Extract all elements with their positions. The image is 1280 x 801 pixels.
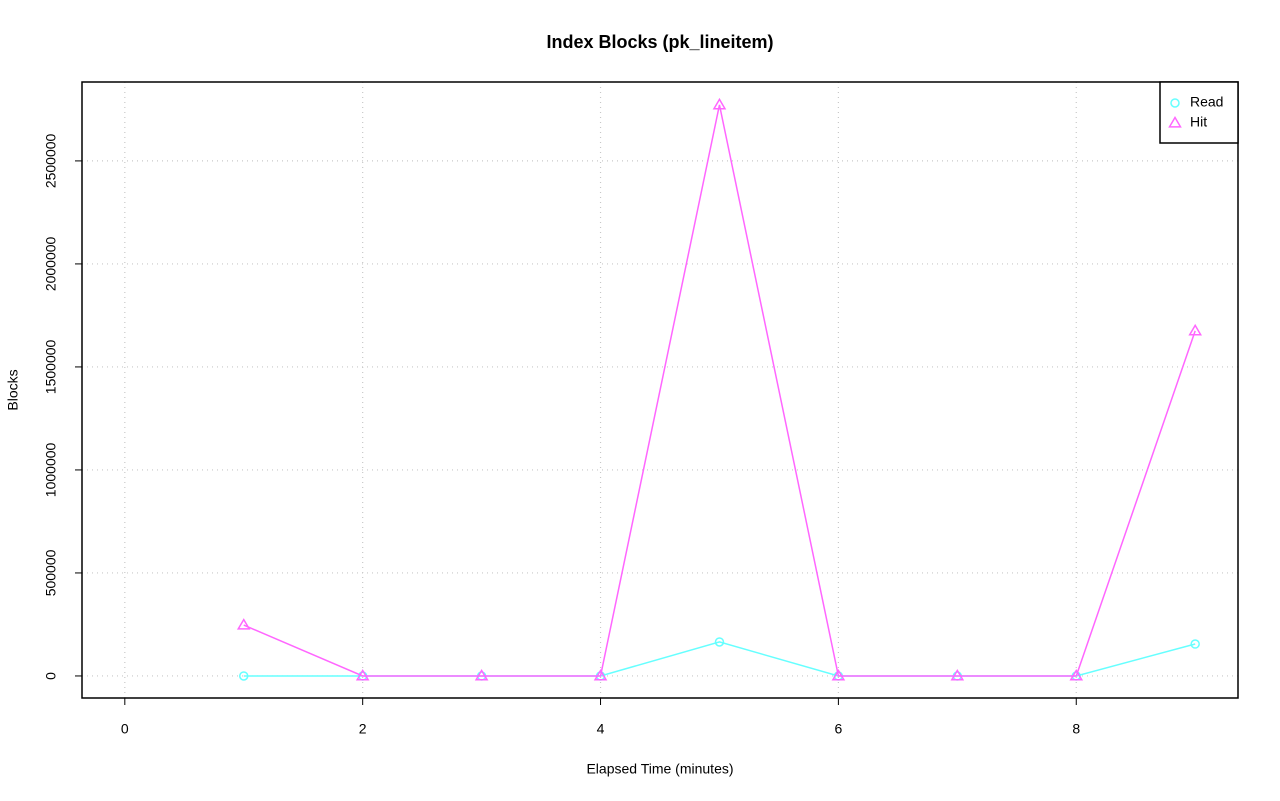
marker <box>593 668 608 681</box>
plot-frame <box>81 81 1239 699</box>
x-tick-label: 2 <box>359 721 367 737</box>
legend-box <box>1159 81 1239 144</box>
marker <box>950 668 965 681</box>
marker <box>1170 98 1180 108</box>
y-tick-label: 500000 <box>43 549 59 596</box>
marker <box>714 637 725 647</box>
x-tick-label: 6 <box>834 721 842 737</box>
x-axis-label: Elapsed Time (minutes) <box>586 761 733 777</box>
series-line <box>243 104 1196 677</box>
x-tick-label: 8 <box>1072 721 1080 737</box>
chart-title: Index Blocks (pk_lineitem) <box>546 32 773 52</box>
marker <box>1188 323 1202 336</box>
series-line <box>243 641 1196 677</box>
legend-label: Hit <box>1190 114 1207 130</box>
y-tick-label: 1000000 <box>43 442 59 497</box>
y-tick-label: 1500000 <box>43 339 59 394</box>
marker <box>1168 116 1182 128</box>
marker <box>1069 668 1084 681</box>
marker <box>712 97 727 110</box>
marker <box>238 671 249 681</box>
x-tick-label: 0 <box>121 721 129 737</box>
y-tick-label: 2000000 <box>43 236 59 291</box>
y-tick-label: 0 <box>43 672 59 680</box>
marker <box>1190 639 1200 649</box>
marker <box>236 618 251 630</box>
marker <box>831 668 846 681</box>
marker <box>355 668 370 681</box>
y-tick-label: 2500000 <box>43 133 59 188</box>
marker <box>474 668 489 681</box>
x-tick-label: 4 <box>597 721 605 737</box>
legend-label: Read <box>1190 94 1223 110</box>
y-axis-label: Blocks <box>5 369 21 410</box>
